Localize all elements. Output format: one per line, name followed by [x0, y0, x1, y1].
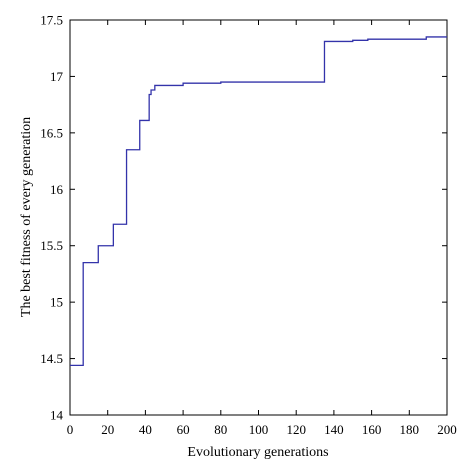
- y-tick-label: 17.5: [40, 13, 63, 28]
- x-tick-label: 180: [400, 422, 420, 437]
- y-tick-label: 14.5: [40, 351, 63, 366]
- fitness-series-line: [70, 36, 447, 366]
- x-tick-label: 20: [101, 422, 114, 437]
- x-axis-title: Evolutionary generations: [187, 445, 328, 460]
- x-tick-label: 0: [67, 422, 74, 437]
- x-tick-label: 80: [214, 422, 227, 437]
- x-tick-label: 120: [286, 422, 306, 437]
- x-tick-label: 200: [437, 422, 457, 437]
- plot-area: [69, 19, 448, 416]
- y-tick-label: 14: [50, 408, 64, 423]
- x-tick-label: 60: [177, 422, 190, 437]
- y-axis-title: The best fitness of every generation: [19, 117, 34, 317]
- y-axis-ticks: 14 14.5 15 15.5 16 16.5 17 17.5: [40, 13, 447, 423]
- y-tick-label: 16.5: [40, 125, 63, 140]
- x-tick-label: 160: [362, 422, 382, 437]
- y-tick-label: 15.5: [40, 238, 63, 253]
- x-axis-ticks: 0 20 40 60 80 100 120 140 160 180 200: [67, 20, 457, 437]
- x-tick-label: 100: [249, 422, 269, 437]
- y-tick-label: 15: [50, 295, 63, 310]
- x-tick-label: 140: [324, 422, 344, 437]
- x-tick-label: 40: [139, 422, 152, 437]
- y-tick-label: 16: [50, 182, 64, 197]
- series-layer: [70, 36, 447, 366]
- y-tick-label: 17: [50, 69, 64, 84]
